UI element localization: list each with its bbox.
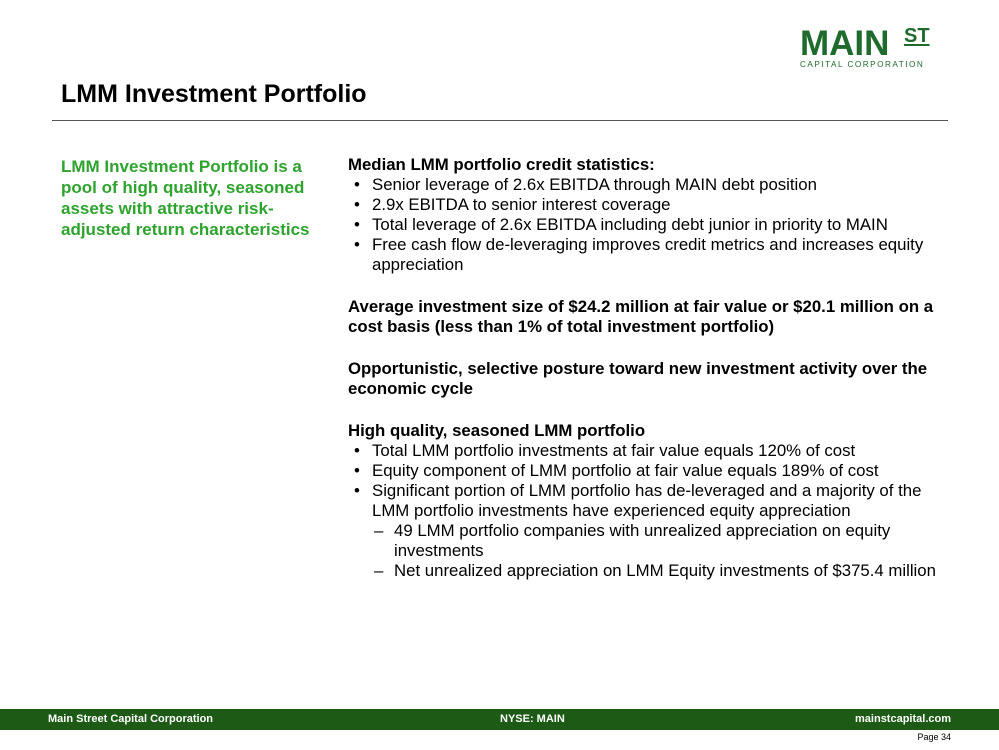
quality-heading: High quality, seasoned LMM portfolio (348, 421, 646, 440)
list-item: Total leverage of 2.6x EBITDA including … (348, 215, 948, 235)
list-item: Significant portion of LMM portfolio has… (348, 481, 948, 521)
list-item: Senior leverage of 2.6x EBITDA through M… (348, 175, 948, 195)
page-title: LMM Investment Portfolio (61, 80, 367, 108)
list-item: Free cash flow de-leveraging improves cr… (348, 235, 948, 275)
logo-subtitle: CAPITAL CORPORATION (800, 60, 925, 69)
footer-ticker: NYSE: MAIN (500, 713, 565, 725)
logo-st-text: ST (904, 25, 930, 47)
title-divider (52, 120, 948, 121)
list-item: Total LMM portfolio investments at fair … (348, 441, 948, 461)
list-item: 2.9x EBITDA to senior interest coverage (348, 195, 948, 215)
callout-text: LMM Investment Portfolio is a pool of hi… (61, 157, 310, 239)
sub-list-item: 49 LMM portfolio companies with unrealiz… (348, 521, 948, 561)
footer-bar: Main Street Capital Corporation NYSE: MA… (0, 709, 999, 730)
list-item: Equity component of LMM portfolio at fai… (348, 461, 948, 481)
footer-company: Main Street Capital Corporation (48, 713, 214, 725)
quality-sub-list: 49 LMM portfolio companies with unrealiz… (348, 521, 948, 581)
credit-stats-list: Senior leverage of 2.6x EBITDA through M… (348, 175, 948, 275)
company-logo: MAIN ST CAPITAL CORPORATION (800, 26, 940, 72)
posture-statement: Opportunistic, selective posture toward … (348, 359, 928, 398)
quality-list: Total LMM portfolio investments at fair … (348, 441, 948, 521)
page-number: Page 34 (917, 732, 951, 742)
footer-website: mainstcapital.com (855, 713, 951, 725)
avg-size-statement: Average investment size of $24.2 million… (348, 297, 934, 336)
main-content: Median LMM portfolio credit statistics: … (348, 155, 948, 581)
sub-list-item: Net unrealized appreciation on LMM Equit… (348, 561, 948, 581)
credit-stats-heading: Median LMM portfolio credit statistics: (348, 155, 655, 174)
logo-main-text: MAIN (800, 24, 890, 63)
